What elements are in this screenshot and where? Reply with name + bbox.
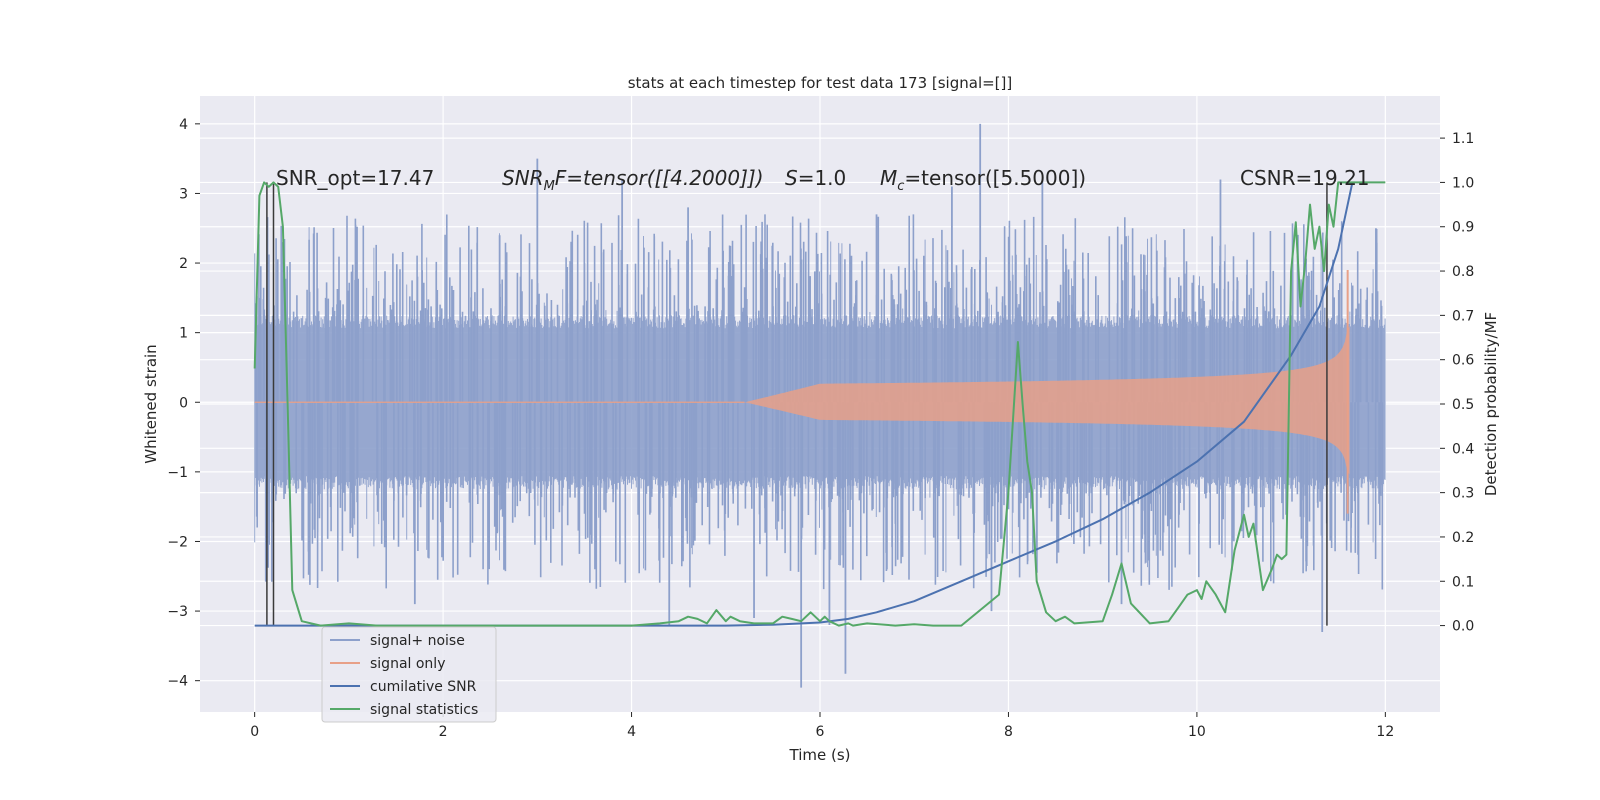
x-tick-label: 12 xyxy=(1376,724,1394,740)
x-tick-label: 6 xyxy=(816,724,825,740)
y-axis-label-left: Whitened strain xyxy=(142,344,160,463)
x-tick-label: 2 xyxy=(439,724,448,740)
signal-only-series xyxy=(254,270,1350,514)
chart-title: stats at each timestep for test data 173… xyxy=(628,74,1013,92)
y-right-tick-label: 0.1 xyxy=(1452,574,1474,590)
y-right-tick-label: 1.0 xyxy=(1452,175,1474,191)
y-right-tick-label: 0.9 xyxy=(1452,220,1474,236)
y-left-tick-label: 2 xyxy=(179,256,188,272)
legend-label-cumulative-snr: cumilative SNR xyxy=(370,679,477,695)
legend-box xyxy=(321,626,497,723)
annotation-snr-opt: SNR_opt=17.47 xyxy=(276,166,434,190)
y-right-tick-label: 0.4 xyxy=(1452,441,1474,457)
y-left-tick-label: 0 xyxy=(179,395,188,411)
legend-label-signal-noise: signal+ noise xyxy=(370,633,465,649)
y-left-tick-label: −4 xyxy=(167,674,188,690)
line-series xyxy=(253,181,1386,627)
y-left-tick-label: −3 xyxy=(167,604,188,620)
noise-spikes xyxy=(254,214,1384,590)
y-left-tick-label: 1 xyxy=(179,326,188,342)
vertical-markers xyxy=(266,182,1328,626)
y-right-tick-label: 0.5 xyxy=(1452,397,1474,413)
x-tick-label: 0 xyxy=(250,724,259,740)
annotation-csnr: CSNR=19.21 xyxy=(1240,166,1370,190)
x-tick-label: 4 xyxy=(627,724,636,740)
signal-statistics-line xyxy=(253,181,1386,627)
legend-label-signal-only: signal only xyxy=(370,656,445,672)
y-left-tick-label: 4 xyxy=(179,117,188,133)
y-left-tick-label: −2 xyxy=(167,534,188,550)
y-left-tick-label: 3 xyxy=(179,186,188,202)
axis-ticks: 0 2 4 6 8 10 12−4−3−2−1012340.00.10.20.30.40.5… xyxy=(167,117,1474,740)
signal-only-envelope xyxy=(744,326,1350,475)
annotation-snr-mf: SNRMF=tensor([[4.2000]]) xyxy=(502,166,764,194)
y-right-tick-label: 1.1 xyxy=(1452,131,1474,147)
legend-label-signal-statistics: signal statistics xyxy=(370,702,478,718)
y-right-tick-label: 0.7 xyxy=(1452,308,1474,324)
x-tick-label: 10 xyxy=(1188,724,1206,740)
annotation-mc: Mc=tensor([5.5000]) xyxy=(880,166,1086,194)
y-right-tick-label: 0.3 xyxy=(1452,486,1474,502)
y-right-tick-label: 0.2 xyxy=(1452,530,1474,546)
y-right-tick-label: 0.8 xyxy=(1452,264,1474,280)
y-left-tick-label: −1 xyxy=(167,465,188,481)
annotation-s: S=1.0 xyxy=(785,166,846,190)
y-axis-label-right: Detection probability/MF xyxy=(1482,312,1500,496)
x-axis-label: Time (s) xyxy=(789,746,851,764)
y-right-tick-label: 0.6 xyxy=(1452,353,1474,369)
x-tick-label: 8 xyxy=(1004,724,1013,740)
y-right-tick-label: 0.0 xyxy=(1452,619,1474,635)
legend: signal+ noise signal only cumilative SNR… xyxy=(321,626,497,723)
